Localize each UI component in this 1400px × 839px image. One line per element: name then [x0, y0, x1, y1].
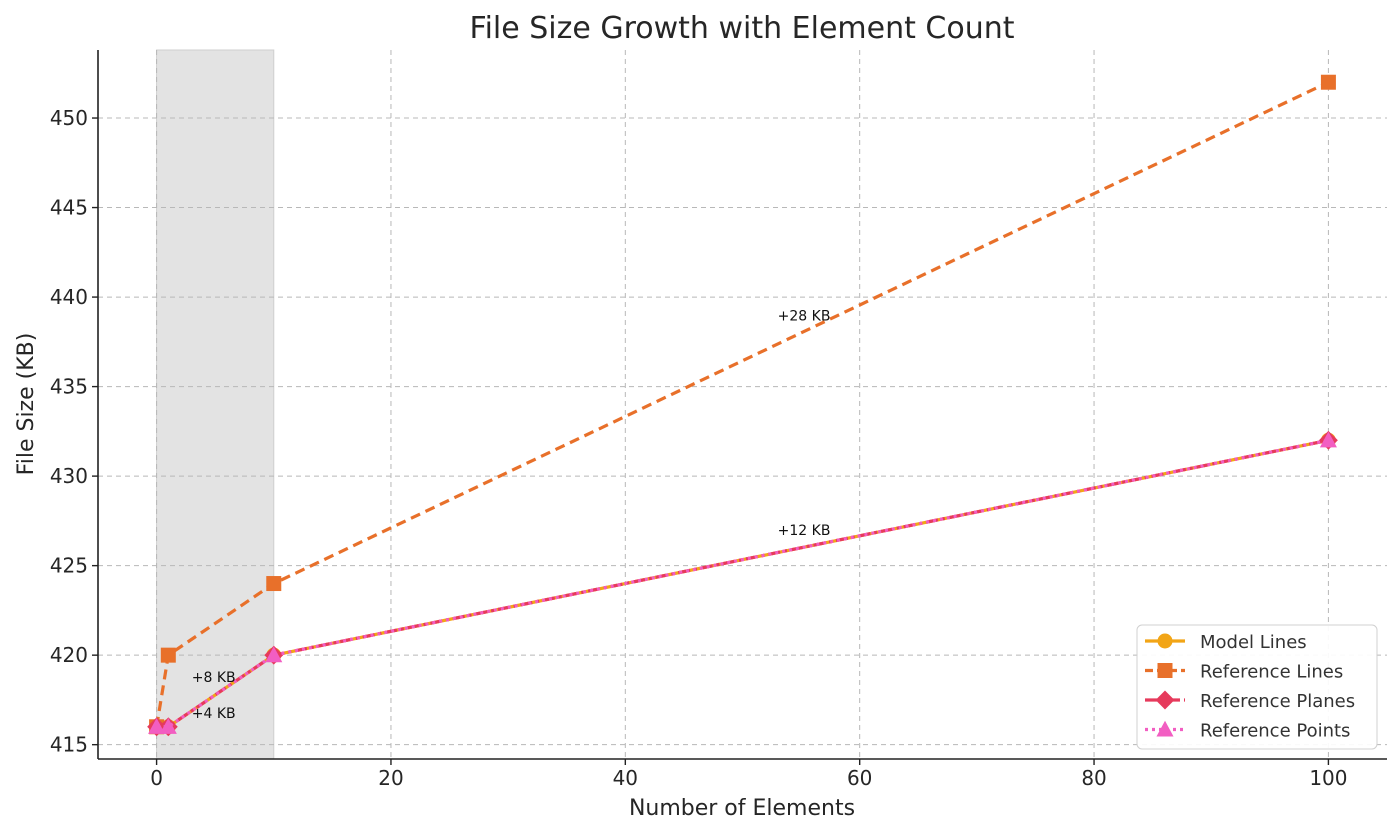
data-point: [1319, 431, 1337, 448]
legend: Model Lines Reference Lines Reference Plan…: [1136, 624, 1378, 750]
x-tick-label: 100: [1309, 766, 1347, 790]
data-point: [265, 646, 283, 663]
data-point: [148, 718, 166, 734]
y-tick-label: 420: [50, 643, 88, 667]
annotation-label: +4 KB: [192, 706, 236, 722]
x-axis-label: Number of Elements: [629, 796, 855, 821]
y-tick-label: 445: [50, 196, 88, 220]
legend-item: Model Lines: [1145, 632, 1307, 653]
annotation-label: +12 KB: [778, 523, 831, 539]
annotation-label: +28 KB: [778, 308, 831, 324]
data-point: [159, 718, 177, 734]
legend-item: Reference Planes: [1145, 690, 1355, 712]
legend-item: Reference Lines: [1145, 662, 1343, 683]
x-tick-label: 60: [847, 766, 872, 790]
y-tick-label: 440: [50, 285, 88, 309]
plot-area: 0 20 40 60 80 100 415 420 425 430 435 440 445 450 +4 K…: [50, 49, 1387, 790]
legend-marker: [1156, 720, 1174, 737]
legend-box: [1136, 624, 1378, 750]
axis-ticks: 0 20 40 60 80 100 415 420 425 430 435 440 445 450: [50, 106, 1348, 790]
legend-label: Model Lines: [1200, 632, 1307, 653]
y-tick-label: 415: [50, 733, 88, 757]
series-line: [155, 80, 1330, 728]
annotation-label: +8 KB: [192, 670, 236, 686]
legend-label: Reference Lines: [1200, 662, 1343, 683]
y-axis-label: File Size (KB): [14, 333, 39, 476]
legend-marker: [1155, 690, 1175, 710]
legend-item: Reference Points: [1145, 721, 1350, 742]
data-point: [160, 647, 176, 663]
series-reference-points: [148, 431, 1337, 734]
x-tick-label: 80: [1081, 766, 1106, 790]
y-tick-label: 425: [50, 554, 88, 578]
x-tick-label: 40: [613, 766, 638, 790]
annotations: +4 KB +8 KB +12 KB +28 KB: [192, 308, 831, 721]
chart-title: File Size Growth with Element Count: [470, 11, 1015, 46]
data-point: [266, 576, 282, 592]
legend-marker: [1157, 663, 1173, 678]
data-point: [1320, 74, 1336, 90]
y-tick-label: 435: [50, 375, 88, 399]
shaded-region: [156, 49, 275, 760]
legend-marker: [1157, 633, 1173, 649]
legend-label: Reference Points: [1200, 721, 1350, 742]
y-tick-label: 450: [50, 106, 88, 130]
legend-label: Reference Planes: [1200, 691, 1355, 712]
y-tick-label: 430: [50, 464, 88, 488]
x-tick-label: 0: [150, 766, 163, 790]
x-tick-label: 20: [378, 766, 403, 790]
